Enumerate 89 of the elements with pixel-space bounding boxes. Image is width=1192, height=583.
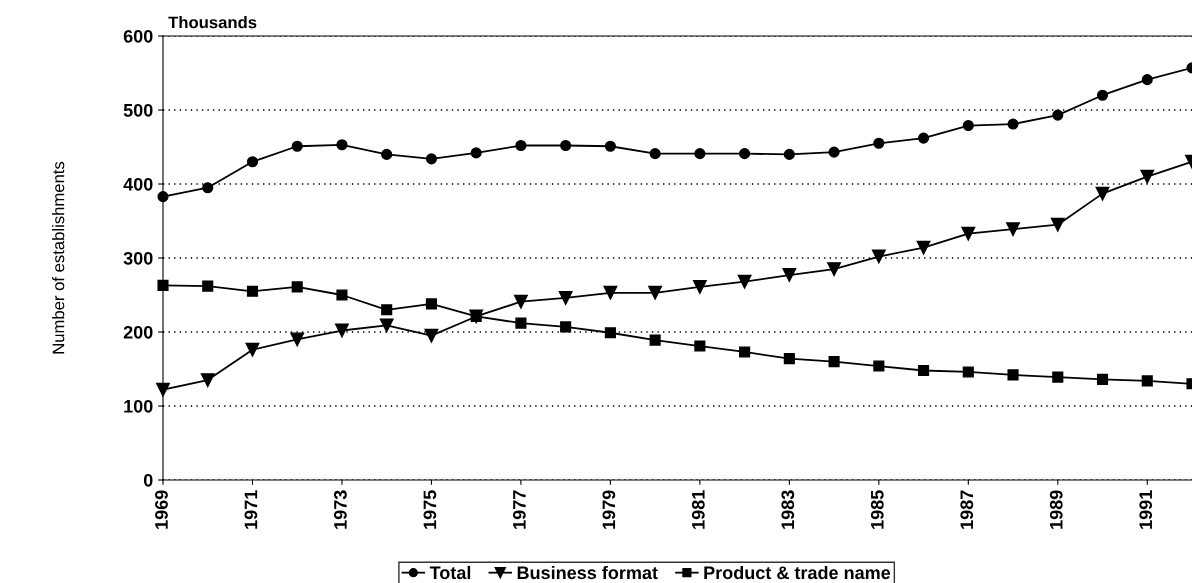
point — [916, 240, 931, 255]
x-tick-label: 1989 — [1049, 490, 1063, 529]
point — [1095, 186, 1110, 201]
point — [827, 262, 842, 277]
point — [200, 373, 215, 388]
x-tick-label: 1991 — [1139, 490, 1153, 529]
point — [961, 226, 976, 241]
point — [425, 298, 437, 310]
y-axis-title: Number of establishments — [52, 161, 65, 354]
point — [692, 279, 707, 294]
point — [381, 304, 393, 316]
x-tick-label: 1983 — [781, 490, 795, 529]
point — [828, 146, 840, 158]
text: Thousands — [168, 16, 257, 29]
point — [246, 285, 259, 297]
point — [603, 285, 618, 300]
point — [513, 294, 528, 309]
point — [1006, 222, 1020, 237]
x-tick-label: 1985 — [870, 490, 884, 529]
point — [1007, 118, 1019, 130]
point — [381, 148, 393, 160]
y-tick-label: 100 — [124, 399, 153, 413]
legend-label: Business format — [517, 565, 658, 580]
y-tick-label: 400 — [123, 177, 153, 191]
point — [783, 353, 795, 365]
point — [336, 289, 348, 301]
point — [379, 318, 394, 333]
point — [246, 156, 259, 168]
y-tick-label: 300 — [123, 251, 153, 265]
point — [1007, 369, 1019, 381]
point — [739, 148, 751, 160]
point — [782, 268, 797, 282]
point — [604, 327, 616, 339]
y-tick-label: 600 — [123, 29, 153, 43]
point — [291, 281, 303, 293]
point — [335, 323, 349, 338]
point — [1141, 74, 1153, 86]
point — [604, 140, 616, 152]
point — [873, 137, 885, 149]
x-tick-label: 1981 — [691, 490, 705, 529]
point — [515, 139, 527, 152]
x-tick-label: 1977 — [512, 490, 526, 529]
point — [560, 139, 572, 152]
point — [558, 291, 573, 305]
point — [425, 153, 437, 165]
point — [649, 148, 661, 160]
point — [739, 346, 751, 358]
point — [1096, 373, 1109, 385]
point — [871, 249, 886, 264]
legend-label: Product & trade name — [704, 565, 891, 580]
point — [873, 360, 885, 372]
point — [1140, 169, 1155, 184]
point — [560, 321, 572, 333]
x-tick-label: 1979 — [602, 490, 616, 529]
point — [962, 366, 974, 378]
point — [1050, 217, 1065, 232]
point — [649, 334, 661, 346]
point — [424, 328, 439, 343]
point — [157, 279, 169, 291]
point — [694, 148, 706, 160]
point — [202, 182, 214, 194]
point — [648, 285, 663, 300]
point — [918, 132, 930, 144]
point — [828, 356, 840, 368]
point — [245, 342, 260, 357]
y-tick-label: 0 — [143, 473, 153, 487]
point — [694, 340, 706, 352]
point — [918, 364, 930, 377]
point — [1052, 371, 1064, 383]
point — [202, 280, 214, 292]
legend-label: Total — [429, 565, 471, 580]
point — [962, 119, 974, 132]
x-tick-label: 1975 — [423, 490, 437, 529]
y-tick-label: 500 — [123, 103, 153, 117]
y-tick-label: 200 — [123, 325, 153, 339]
point — [783, 148, 795, 160]
point — [291, 140, 303, 152]
point — [515, 317, 527, 329]
x-tick-label: 1969 — [155, 490, 168, 529]
x-tick-label: 1973 — [334, 490, 347, 529]
point — [290, 332, 305, 347]
point — [1141, 375, 1153, 387]
point — [470, 147, 482, 159]
point — [1052, 109, 1064, 121]
point — [1096, 89, 1109, 101]
point — [737, 274, 752, 289]
point — [336, 139, 348, 151]
x-tick-label: 1987 — [960, 490, 974, 529]
x-tick-label: 1971 — [244, 490, 258, 529]
